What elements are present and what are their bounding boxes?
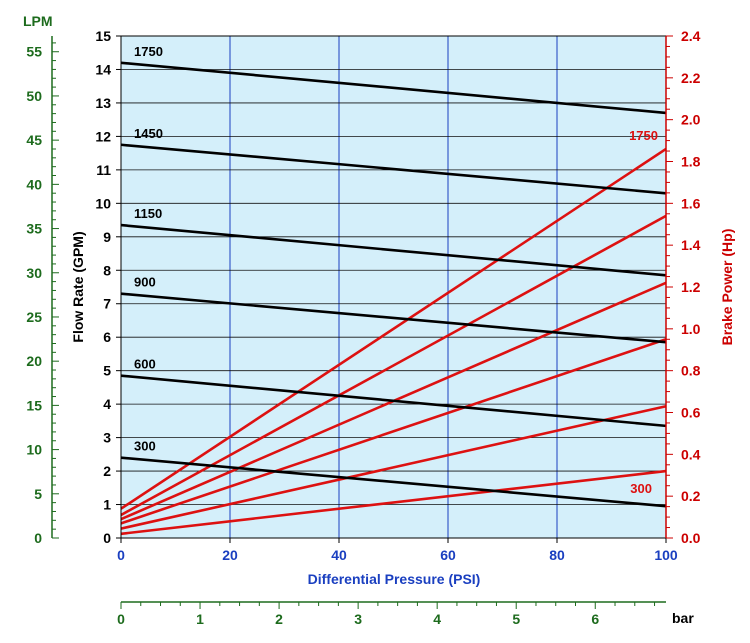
power-series-line-3 — [120, 338, 667, 525]
flow-series-line-1450 — [120, 143, 667, 195]
y-right-tick-label: 0.2 — [681, 488, 701, 504]
y-axis-outer-title: LPM — [23, 13, 53, 29]
y-outer-tick-label: 10 — [26, 442, 42, 458]
series-labels: 1750 1450 1150 900 600 300 1750 300 — [134, 44, 658, 496]
x-axis-title: Differential Pressure (PSI) — [308, 571, 481, 587]
y-left-tick-label: 14 — [95, 61, 111, 77]
x-tick-label: 20 — [222, 547, 238, 563]
y-right-tick-label: 0.4 — [681, 446, 701, 462]
x-tick-label: 60 — [440, 547, 456, 563]
y-left-tick-label: 3 — [103, 430, 111, 446]
x-secondary-tick-label: 4 — [433, 611, 441, 627]
y-right-tick-label: 2.4 — [681, 28, 701, 44]
y-left-tick-label: 4 — [103, 396, 111, 412]
y-right-tick-label: 1.2 — [681, 279, 701, 295]
y-outer-tick-label: 35 — [26, 221, 42, 237]
y-right-tick-label: 2.2 — [681, 70, 701, 86]
power-series-label-top: 1750 — [629, 128, 658, 143]
flow-series-label-900: 900 — [134, 275, 156, 290]
x-tick-label: 100 — [654, 547, 678, 563]
y-right-tick-label: 1.4 — [681, 237, 701, 253]
x-secondary-tick-label: 5 — [512, 611, 520, 627]
flow-series-line-300 — [120, 456, 667, 508]
y-right-tick-label: 0.6 — [681, 405, 701, 421]
flow-series-label-600: 600 — [134, 357, 156, 372]
y-left-tick-label: 0 — [103, 530, 111, 546]
y-outer-tick-label: 45 — [26, 132, 42, 148]
flow-series-line-1750 — [120, 61, 667, 115]
flow-series-label-1750: 1750 — [134, 44, 163, 59]
flow-series-line-900 — [120, 292, 667, 344]
y-left-tick-label: 8 — [103, 262, 111, 278]
x-secondary-tick-label: 3 — [354, 611, 362, 627]
x-axis-secondary-title: bar — [672, 610, 694, 626]
flow-series-line-600 — [120, 374, 667, 428]
y-left-tick-label: 9 — [103, 229, 111, 245]
y-right-tick-label: 0.8 — [681, 363, 701, 379]
y-left-tick-label: 10 — [95, 195, 111, 211]
y-axis-right-title: Brake Power (Hp) — [719, 229, 735, 346]
y-left-tick-label: 11 — [96, 162, 111, 178]
power-series-line-0 — [120, 147, 667, 510]
power-series-line-4 — [120, 404, 667, 530]
y-outer-tick-label: 25 — [26, 309, 42, 325]
y-outer-tick-label: 0 — [34, 530, 42, 546]
plot-background — [121, 36, 666, 538]
y-outer-tick-label: 55 — [26, 44, 42, 60]
x-secondary-tick-label: 2 — [275, 611, 283, 627]
y-outer-tick-label: 30 — [26, 265, 42, 281]
grid — [121, 36, 666, 538]
y-right-tick-label: 0.0 — [681, 530, 701, 546]
y-left-tick-label: 2 — [103, 463, 111, 479]
x-secondary-tick-label: 6 — [591, 611, 599, 627]
y-right-tick-label: 1.8 — [681, 154, 701, 170]
x-secondary-tick-label: 0 — [117, 611, 125, 627]
x-tick-label: 0 — [117, 547, 125, 563]
x-secondary-tick-label: 1 — [196, 611, 204, 627]
y-left-tick-label: 7 — [103, 296, 111, 312]
y-right-tick-label: 1.0 — [681, 321, 701, 337]
y-left-tick-label: 13 — [95, 95, 111, 111]
y-outer-tick-label: 15 — [26, 397, 42, 413]
power-series-label-bottom: 300 — [630, 481, 652, 496]
y-left-tick-label: 12 — [95, 128, 111, 144]
y-left-tick-label: 1 — [103, 497, 111, 513]
y-outer-tick-label: 20 — [26, 353, 42, 369]
y-right-tick-label: 2.0 — [681, 112, 701, 128]
flow-series-label-1150: 1150 — [134, 206, 162, 221]
flow-series-label-300: 300 — [134, 439, 156, 454]
y-outer-tick-label: 5 — [34, 486, 42, 502]
flow-series-lines — [120, 61, 667, 508]
flow-series-label-1450: 1450 — [134, 126, 163, 141]
x-tick-label: 80 — [549, 547, 565, 563]
y-axis-left-title: Flow Rate (GPM) — [70, 231, 86, 342]
y-left-tick-label: 6 — [103, 329, 111, 345]
y-left-tick-label: 5 — [103, 363, 111, 379]
y-outer-tick-label: 40 — [26, 176, 42, 192]
power-series-line-5 — [120, 469, 667, 536]
x-tick-label: 40 — [331, 547, 347, 563]
flow-series-line-1150 — [120, 223, 667, 277]
y-left-tick-label: 15 — [95, 28, 111, 44]
y-right-tick-label: 1.6 — [681, 195, 701, 211]
y-outer-tick-label: 50 — [26, 88, 42, 104]
